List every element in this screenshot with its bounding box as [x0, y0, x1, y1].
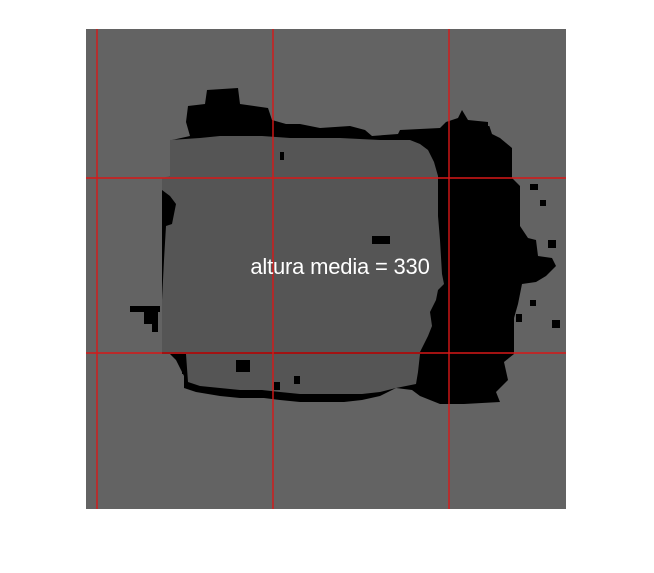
grid-lines [86, 29, 566, 509]
holes [182, 152, 390, 390]
object-region [162, 136, 444, 394]
floor-islands [286, 110, 498, 408]
